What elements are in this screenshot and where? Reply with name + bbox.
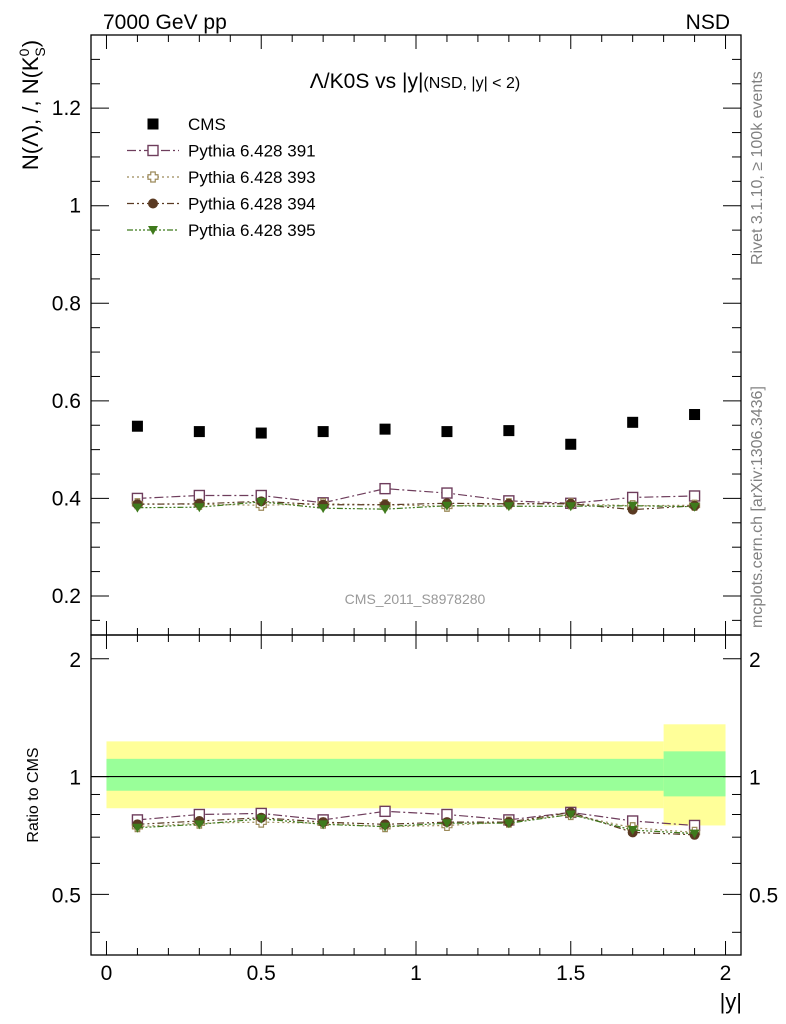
- y-tick-label-right: 1: [749, 767, 761, 790]
- legend-label: Pythia 6.428 393: [188, 168, 316, 187]
- source-note: mcplots.cern.ch [arXiv:1306.3436]: [749, 386, 766, 628]
- series-cms: [131, 409, 701, 450]
- triangle-down-marker: [256, 497, 267, 507]
- triangle-down-marker: [689, 829, 700, 839]
- ratio-series-pythia-6.428-395: [132, 810, 700, 839]
- triangle-down-marker: [503, 819, 514, 829]
- series-pythia-6.428-395: [132, 497, 700, 515]
- x-tick-label: 1: [410, 962, 422, 985]
- square-marker: [441, 426, 453, 438]
- ratio-line: [137, 813, 695, 833]
- series-line: [137, 488, 695, 504]
- y-tick-label: 0.6: [52, 390, 81, 413]
- triangle-down-marker: [380, 505, 391, 515]
- x-tick-label: 0: [101, 962, 113, 985]
- triangle-down-marker: [318, 820, 329, 830]
- y-axis-label-sub: S: [32, 47, 48, 56]
- triangle-down-marker: [380, 822, 391, 832]
- triangle-down-marker: [565, 502, 576, 512]
- analysis-id: CMS_2011_S8978280: [345, 591, 486, 607]
- y-tick-label: 0.8: [52, 292, 81, 315]
- square-marker: [379, 423, 391, 435]
- x-tick-label: 1.5: [556, 962, 585, 985]
- legend-entry: CMS: [147, 115, 226, 134]
- y-tick-label: 0.4: [52, 487, 82, 510]
- legend-label: Pythia 6.428 394: [188, 195, 316, 214]
- y-tick-label: 1.2: [52, 97, 81, 120]
- uncertainty-band-inner: [663, 751, 726, 797]
- series-line: [137, 500, 695, 511]
- square-marker: [689, 409, 701, 421]
- legend-entry: Pythia 6.428 391: [127, 142, 316, 161]
- triangle-down-marker: [194, 503, 205, 513]
- triangle-down-marker: [627, 826, 638, 836]
- y-tick-label-right: 0.5: [749, 884, 778, 907]
- open-square-marker: [147, 144, 159, 157]
- y-tick-label: 1: [69, 767, 81, 790]
- legend-label: Pythia 6.428 391: [188, 142, 316, 161]
- square-marker: [255, 427, 267, 439]
- square-marker: [627, 416, 639, 428]
- triangle-down-marker: [318, 504, 329, 514]
- legend: CMS Pythia 6.428 391 Pythia 6.428 393 Pythi…: [127, 115, 316, 240]
- triangle-down-marker: [441, 501, 452, 511]
- x-tick-label: 2: [720, 962, 732, 985]
- open-square-marker: [441, 487, 453, 499]
- uncertainty-band-inner: [106, 758, 664, 791]
- square-marker: [503, 425, 515, 437]
- ratio-line: [137, 810, 695, 827]
- y-axis-label-sup: 0: [16, 48, 32, 56]
- series-pythia-6.428-393: [131, 498, 701, 512]
- series-line: [137, 501, 695, 510]
- triangle-down-marker: [441, 819, 452, 829]
- y-axis-label-lower: Ratio to CMS: [25, 747, 42, 842]
- y-axis-label-main: N(Λ), /, N(K: [18, 56, 43, 170]
- triangle-down-marker: [194, 820, 205, 830]
- chart-title-main: Λ/K0S vs |y|: [310, 70, 424, 93]
- triangle-down-marker: [132, 503, 143, 513]
- square-marker: [565, 438, 577, 450]
- y-axis-label-upper: N(Λ), /, N(K0S): [16, 40, 48, 170]
- open-cross-marker: [147, 171, 159, 183]
- chart-title-sub: (NSD, |y| < 2): [423, 75, 520, 92]
- square-marker: [193, 426, 205, 438]
- triangle-down-marker: [565, 810, 576, 820]
- triangle-down-marker: [503, 502, 514, 512]
- ratio-series-pythia-6.428-394: [132, 807, 700, 840]
- header-left: 7000 GeV pp: [103, 11, 227, 34]
- x-axis-label: |y|: [720, 989, 742, 1014]
- square-marker: [131, 420, 143, 432]
- triangle-down-marker: [256, 814, 267, 824]
- legend-entry: Pythia 6.428 393: [127, 168, 316, 187]
- triangle-down-marker: [627, 501, 638, 511]
- y-tick-label: 1: [69, 195, 81, 218]
- lower-panel: 0.5 0.5 1 1 2 2 0 0.5 1 1.5 2: [52, 634, 778, 985]
- chart-title: Λ/K0S vs |y|(NSD, |y| < 2): [310, 70, 520, 93]
- y-tick-label-right: 2: [749, 649, 761, 672]
- y-tick-label: 2: [69, 649, 81, 672]
- square-marker: [317, 426, 329, 438]
- triangle-down-marker: [148, 226, 158, 235]
- y-tick-label: 0.5: [52, 884, 81, 907]
- legend-entry: Pythia 6.428 395: [127, 221, 316, 240]
- legend-entry: Pythia 6.428 394: [127, 195, 316, 214]
- x-tick-label: 0.5: [247, 962, 276, 985]
- y-tick-label: 0.2: [52, 585, 81, 608]
- triangle-down-marker: [689, 502, 700, 512]
- open-square-marker: [688, 490, 701, 502]
- circle-marker: [148, 198, 158, 209]
- legend-label: Pythia 6.428 395: [188, 221, 316, 240]
- y-axis-label-end: ): [18, 40, 43, 47]
- open-square-marker: [379, 805, 391, 818]
- header-right: NSD: [686, 11, 730, 34]
- upper-panel: 0.2 0.4 0.6 0.8 1 1.2 CMS Pythia 6.428 391 Pythi…: [52, 34, 742, 636]
- triangle-down-marker: [132, 823, 143, 833]
- rivet-note: Rivet 3.1.10, ≥ 100k events: [749, 71, 766, 265]
- ratio-line: [137, 813, 695, 835]
- square-marker: [147, 118, 159, 130]
- legend-label: CMS: [188, 115, 226, 134]
- open-square-marker: [379, 482, 391, 495]
